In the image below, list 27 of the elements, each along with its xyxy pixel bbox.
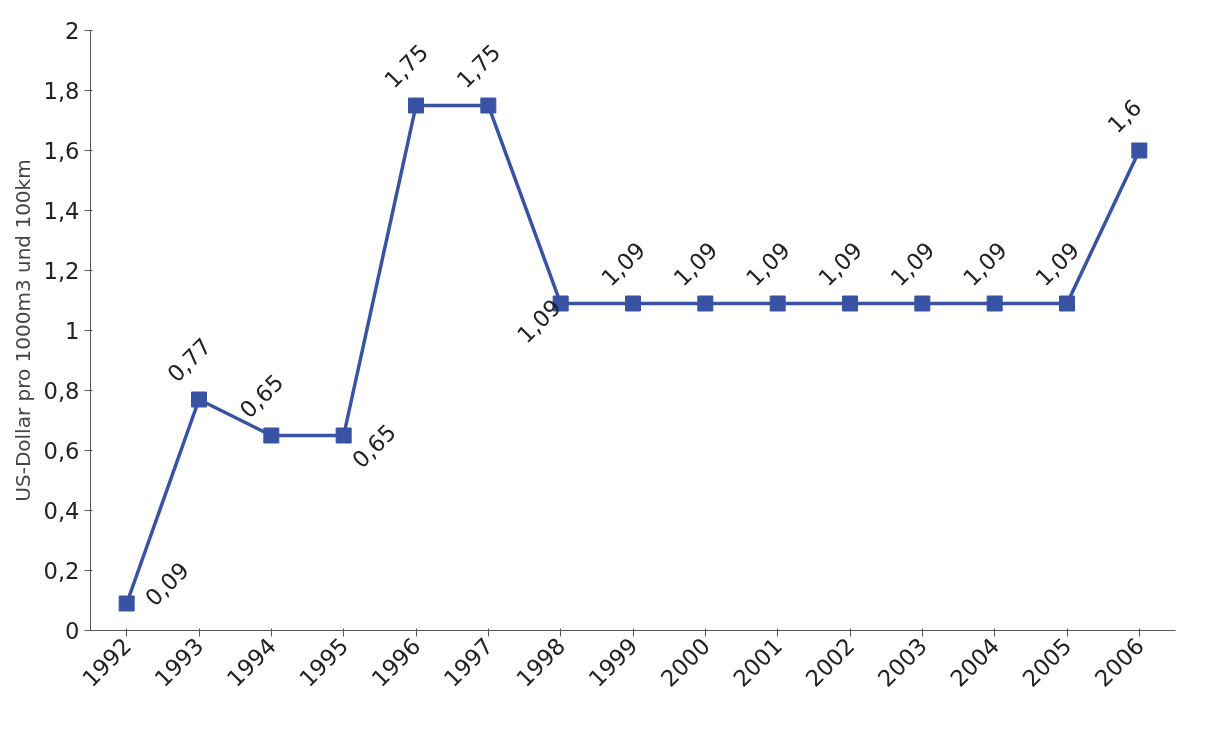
point	[697, 295, 714, 312]
point	[842, 295, 858, 312]
point	[769, 295, 786, 312]
y-tick-label: 1,2	[43, 258, 80, 284]
point	[986, 295, 1003, 312]
y-axis-title: US-Dollar pro 1000m3 und 100km	[11, 159, 36, 502]
y-tick-label: 0,6	[43, 438, 80, 464]
point	[1059, 295, 1075, 312]
y-tick-label: 0,2	[43, 558, 80, 584]
point	[335, 427, 352, 444]
y-tick-label: 1,8	[43, 78, 80, 104]
point	[191, 391, 207, 408]
point	[118, 595, 135, 612]
data-label: 1,6	[1102, 94, 1147, 139]
point	[480, 97, 497, 114]
y-tick-label: 1	[65, 318, 80, 344]
point	[408, 97, 424, 114]
point	[625, 295, 641, 312]
point	[1131, 142, 1148, 159]
y-tick-label: 0,4	[43, 498, 80, 524]
y-tick-label: 0,8	[43, 378, 80, 404]
point	[914, 295, 931, 312]
y-tick-label: 2	[65, 18, 80, 44]
point	[263, 427, 280, 444]
y-tick-label: 1,4	[43, 198, 80, 224]
y-tick-label: 1,6	[43, 138, 80, 164]
y-tick-label: 0	[65, 618, 80, 644]
